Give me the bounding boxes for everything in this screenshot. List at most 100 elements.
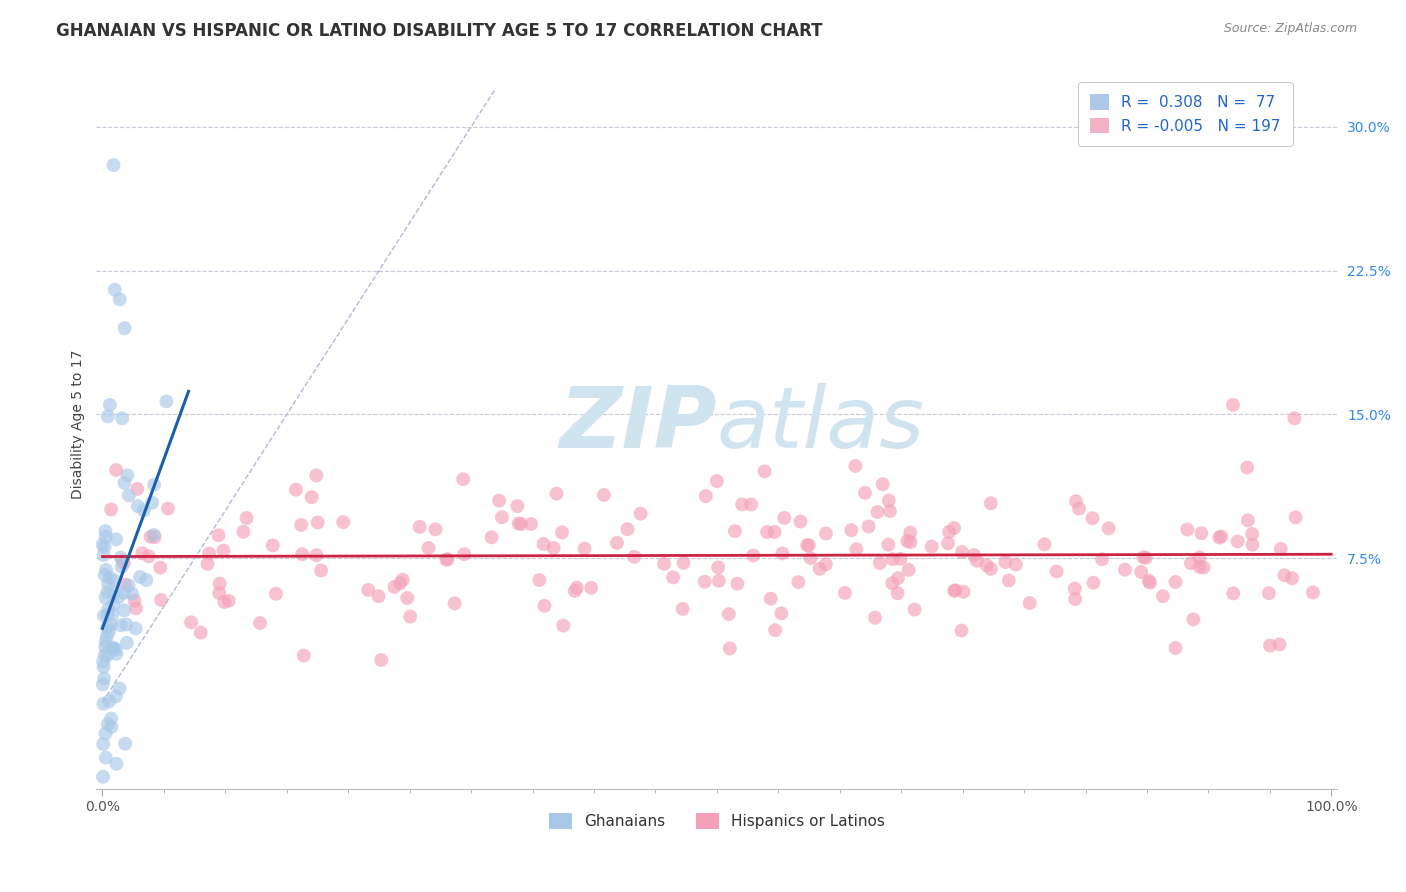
Point [1192,560,1215,574]
Point [724,524,747,538]
Point [91,655,114,669]
Point [208,576,231,591]
Point [976,558,998,573]
Point [105,647,128,661]
Point [814,558,837,572]
Point [114,577,136,591]
Point [156,501,179,516]
Point [93,648,115,662]
Point [1164,640,1187,655]
Point [305,548,328,562]
Point [127,499,149,513]
Point [754,464,776,478]
Point [93,697,115,711]
Point [693,574,716,589]
Point [97,717,120,731]
Text: atlas: atlas [717,383,925,466]
Point [520,516,543,531]
Point [132,503,155,517]
Point [1237,513,1260,527]
Point [1098,521,1121,535]
Point [808,562,831,576]
Point [1064,592,1087,607]
Point [921,540,943,554]
Text: ZIP: ZIP [560,383,717,466]
Point [623,549,645,564]
Point [799,551,821,566]
Point [100,618,122,632]
Point [882,576,904,591]
Point [93,568,115,582]
Point [963,548,986,562]
Point [98,398,121,412]
Point [1164,574,1187,589]
Point [1130,565,1153,579]
Point [508,516,530,531]
Point [117,578,139,592]
Point [773,511,796,525]
Point [1188,560,1211,574]
Point [425,522,447,536]
Point [1152,589,1174,603]
Point [1257,586,1279,600]
Point [214,595,236,609]
Point [103,158,125,172]
Point [742,549,765,563]
Point [1211,529,1233,543]
Point [93,540,115,554]
Point [291,547,314,561]
Point [307,516,329,530]
Point [994,555,1017,569]
Point [533,599,555,613]
Point [124,593,146,607]
Point [718,641,741,656]
Point [101,607,124,621]
Point [94,640,117,654]
Point [135,573,157,587]
Point [97,602,120,616]
Point [1182,612,1205,626]
Point [367,589,389,603]
Point [93,672,115,686]
Point [1114,563,1136,577]
Point [111,560,134,574]
Point [1064,494,1087,508]
Point [1045,565,1067,579]
Point [872,477,894,491]
Point [112,556,135,570]
Point [107,590,129,604]
Point [543,541,565,555]
Point [105,756,128,771]
Point [451,472,474,486]
Point [284,483,307,497]
Point [117,468,139,483]
Point [1175,523,1198,537]
Point [96,585,118,599]
Point [717,607,740,621]
Point [672,602,695,616]
Point [1284,411,1306,425]
Point [389,576,412,591]
Point [1222,586,1244,600]
Point [96,620,118,634]
Point [396,591,419,605]
Point [290,517,312,532]
Point [896,533,918,548]
Point [443,596,465,610]
Point [104,642,127,657]
Point [998,574,1021,588]
Point [108,681,131,696]
Point [94,524,117,538]
Point [938,524,960,539]
Point [114,737,136,751]
Point [212,543,235,558]
Point [574,541,596,556]
Point [652,557,675,571]
Point [593,488,616,502]
Point [936,536,959,550]
Point [966,554,988,568]
Point [218,594,240,608]
Point [1268,637,1291,651]
Point [408,520,430,534]
Point [1083,575,1105,590]
